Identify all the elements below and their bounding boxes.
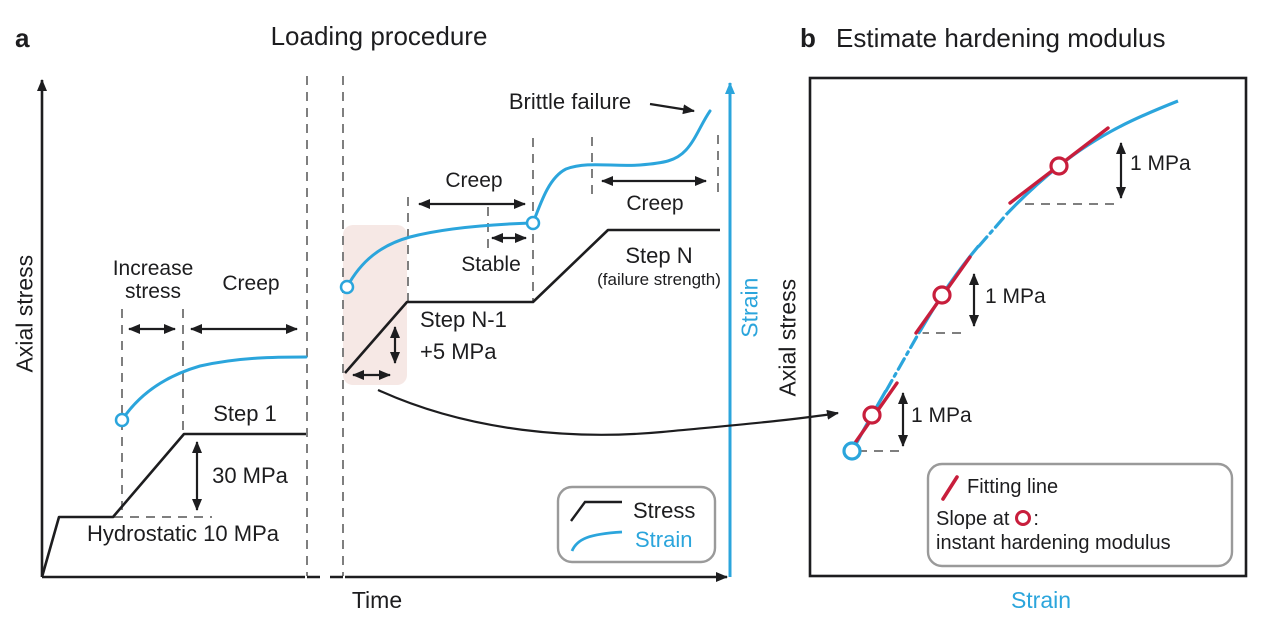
panel-b-y-axis-label: Axial stress: [774, 278, 801, 397]
creep-label-1: Creep: [222, 272, 280, 295]
slope-point-icon: [1015, 510, 1032, 526]
legend-fitting-line-glyph: [941, 475, 959, 501]
annotation-arrows: [128, 176, 707, 511]
legend-strain-label: Strain: [635, 527, 693, 552]
panel-b-guides: [858, 203, 1114, 452]
mpa-label-2: 1 MPa: [985, 285, 1046, 308]
mpa-interval-arrows: [898, 142, 1126, 447]
legend-stress-label: Stress: [633, 498, 696, 523]
panel-b-x-axis-label: Strain: [1010, 587, 1072, 613]
slope-suffix: :: [1033, 508, 1039, 530]
creep-label-3: Creep: [626, 192, 684, 215]
slope-point-markers: [862, 156, 1069, 425]
slope-description-label: instant hardening modulus: [936, 532, 1171, 554]
highlight-step-region: [343, 225, 407, 385]
start-point-marker: [842, 441, 862, 461]
zoom-link-arrow: [377, 388, 839, 436]
step-1-label: Step 1: [213, 401, 277, 426]
panel-a-strain-axis-label: Strain: [736, 277, 763, 338]
panel-a-title: Loading procedure: [270, 21, 488, 51]
step-height-label: 30 MPa: [212, 463, 288, 488]
legend-strain-glyph: [570, 530, 623, 552]
step-n-minus-1-label: Step N-1: [420, 307, 507, 332]
panel-b-frame: [808, 76, 1248, 578]
creep-label-2: Creep: [445, 169, 503, 192]
panel-b-label: b: [800, 23, 816, 53]
stress-curve: [40, 228, 720, 578]
strain-markers: [114, 215, 541, 428]
panel-a-y-axis-label: Axial stress: [11, 254, 38, 373]
panel-a-label: a: [15, 23, 30, 53]
panel-b-title: Estimate hardening modulus: [836, 23, 1166, 53]
time-axis-label: Time: [351, 587, 403, 613]
brittle-failure-label: Brittle failure: [508, 89, 632, 114]
step-increment-label: +5 MPa: [420, 339, 497, 364]
panel-b-legend: [926, 462, 1234, 568]
step-n-note-label: (failure strength): [597, 270, 721, 289]
panel-a-legend: [556, 485, 717, 564]
strain-curve: [120, 109, 712, 422]
stable-label: Stable: [461, 253, 521, 276]
fitting-line-label: Fitting line: [967, 476, 1059, 498]
step-n-label: Step N: [625, 243, 693, 268]
hydrostatic-label: Hydrostatic 10 MPa: [87, 521, 279, 546]
mpa-label-1: 1 MPa: [911, 404, 972, 427]
mpa-label-3: 1 MPa: [1130, 152, 1191, 175]
panel-a-axes: [37, 79, 728, 582]
legend-stress-glyph: [570, 500, 622, 522]
fitting-lines: [848, 126, 1110, 452]
increase-stress-label: Increase stress: [112, 257, 194, 303]
slope-prefix: Slope at: [936, 508, 1010, 530]
slope-at-label: Slope at:: [936, 508, 1039, 530]
hardening-curve-dashdot: [882, 212, 1009, 393]
brittle-failure-arrow: [649, 102, 695, 115]
